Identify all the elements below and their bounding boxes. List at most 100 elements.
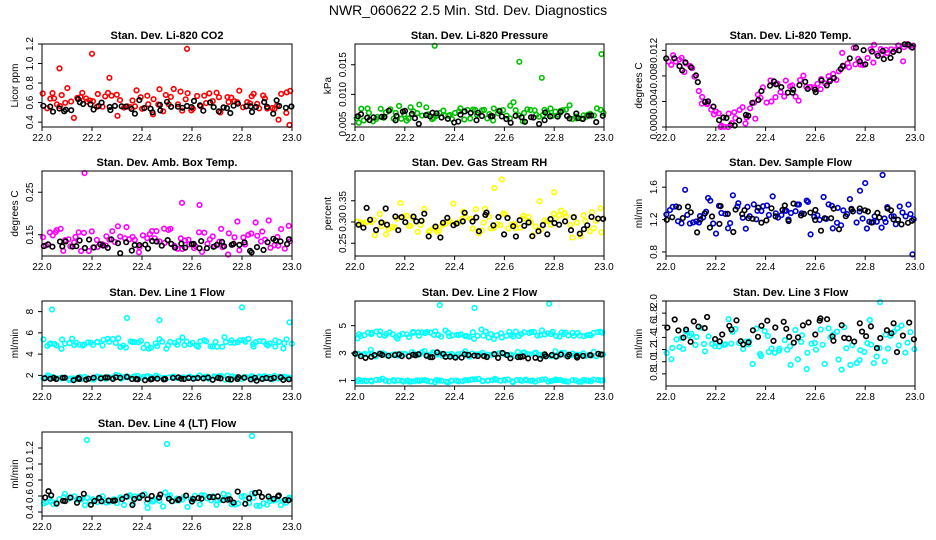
- main-point: [750, 201, 757, 208]
- y-tick-label: 0.30: [338, 212, 349, 232]
- reference-point: [87, 101, 94, 108]
- main-point: [890, 213, 897, 220]
- main-point: [201, 229, 208, 236]
- main-point: [892, 221, 899, 228]
- plot-frame: [41, 431, 293, 517]
- reference-point: [459, 218, 466, 225]
- reference-point: [682, 59, 689, 66]
- main-point: [705, 333, 712, 340]
- reference-point: [858, 328, 866, 335]
- main-point: [814, 212, 821, 219]
- reference-point: [717, 203, 724, 210]
- panel-0: Stan. Dev. Li-820 CO2 Licor ppm 22.0 22.2 22…: [10, 30, 302, 144]
- reference-point: [461, 108, 468, 115]
- panel-title: Stan. Dev. Amb. Box Temp.: [97, 157, 238, 169]
- outlier-point: [238, 304, 246, 311]
- reference-point: [736, 117, 743, 124]
- reference-point: [355, 221, 362, 228]
- reference-point: [61, 374, 68, 381]
- y-axis-label: Licor ppm: [10, 64, 21, 108]
- y-tick-label: 0.8: [649, 366, 660, 380]
- main-point: [580, 212, 587, 219]
- reference-point: [887, 207, 895, 214]
- reference-point: [79, 100, 87, 108]
- reference-point: [379, 351, 386, 359]
- reference-point: [510, 223, 517, 230]
- reference-point: [873, 345, 881, 352]
- y-tick-label: 0.8: [25, 76, 36, 90]
- main-point: [772, 94, 779, 101]
- x-tick-label: 22.6: [806, 392, 826, 403]
- main-point: [415, 329, 422, 336]
- secondary-point: [472, 376, 479, 383]
- main-point: [89, 341, 97, 348]
- reference-point: [694, 78, 701, 86]
- reference-point: [529, 233, 536, 240]
- reference-point: [504, 352, 511, 359]
- main-point: [510, 333, 517, 340]
- reference-point: [849, 208, 857, 215]
- reference-point: [285, 376, 293, 383]
- reference-point: [687, 209, 694, 216]
- reference-point: [363, 204, 370, 211]
- main-point: [215, 94, 223, 101]
- reference-point: [597, 351, 605, 358]
- outlier-point: [123, 314, 131, 322]
- main-point: [39, 234, 47, 241]
- reference-point: [275, 492, 282, 499]
- main-point: [266, 340, 273, 347]
- outlier-point: [183, 45, 191, 53]
- reference-point: [579, 115, 587, 123]
- y-axis-label: kPa: [323, 76, 334, 94]
- reference-point: [401, 107, 409, 114]
- reference-point: [682, 326, 690, 333]
- main-point: [153, 228, 160, 235]
- reference-point: [235, 374, 242, 381]
- main-point: [240, 234, 247, 241]
- reference-point: [144, 245, 152, 252]
- reference-point: [701, 98, 709, 105]
- x-tick-label: 22.4: [756, 392, 776, 403]
- reference-point: [261, 98, 268, 106]
- reference-point: [758, 219, 765, 226]
- reference-point: [770, 337, 777, 345]
- reference-point: [483, 353, 491, 361]
- reference-point: [693, 229, 701, 236]
- reference-point: [716, 220, 723, 227]
- reference-point: [852, 44, 860, 51]
- outlier-point: [498, 176, 506, 183]
- main-point: [466, 333, 473, 340]
- reference-point: [413, 218, 420, 225]
- reference-point: [723, 114, 730, 122]
- main-point: [904, 339, 911, 346]
- main-point: [749, 360, 756, 368]
- main-point: [505, 225, 512, 232]
- x-tick-label: 22.6: [806, 262, 826, 273]
- reference-point: [260, 246, 267, 254]
- secondary-point: [418, 377, 426, 384]
- reference-point: [118, 496, 126, 503]
- reference-point: [671, 55, 678, 62]
- main-point: [672, 203, 680, 210]
- panel-title: Stan. Dev. Gas Stream RH: [412, 157, 548, 169]
- main-point: [175, 338, 182, 345]
- main-point: [446, 333, 453, 340]
- reference-point: [794, 334, 802, 341]
- reference-point: [398, 353, 405, 360]
- main-point: [739, 104, 746, 111]
- main-point: [256, 502, 263, 510]
- reference-point: [104, 244, 111, 251]
- main-point: [688, 330, 695, 337]
- reference-point: [888, 330, 895, 337]
- main-point: [189, 339, 196, 346]
- reference-point: [76, 495, 83, 502]
- y-axis-label: ml/min: [10, 329, 21, 358]
- reference-point: [141, 377, 149, 384]
- reference-point: [131, 110, 138, 117]
- main-point: [276, 338, 283, 346]
- reference-point: [830, 74, 838, 82]
- x-tick-label: 22.8: [232, 522, 252, 533]
- reference-point: [910, 336, 918, 343]
- reference-point: [877, 335, 884, 342]
- y-tick-label: 0.005: [338, 111, 349, 136]
